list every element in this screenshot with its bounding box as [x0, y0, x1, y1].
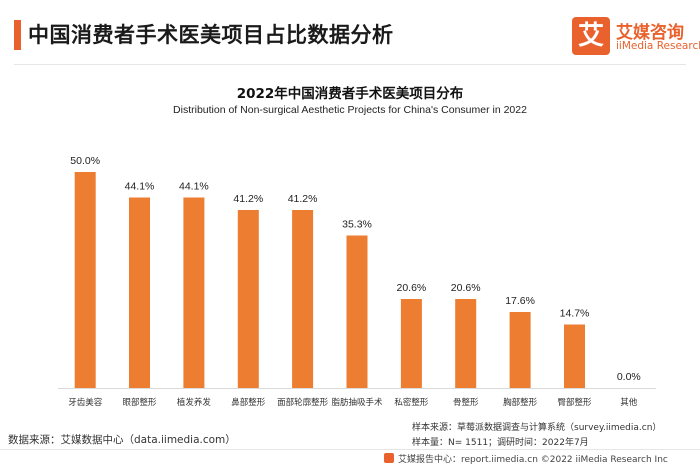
- x-tick-label-9: 臀部整形: [557, 397, 592, 408]
- bar-0: [74, 172, 96, 388]
- x-tick-label-8: 胸部整形: [503, 397, 538, 408]
- data-label-2: 44.1%: [179, 181, 209, 193]
- bar-6: [400, 299, 422, 388]
- data-label-3: 41.2%: [233, 193, 263, 205]
- bar-1: [129, 197, 150, 388]
- sample-info: 样本量：N= 1511；调研时间：2022年7月: [412, 438, 589, 448]
- header-divider: [14, 64, 686, 65]
- bar-2: [183, 197, 205, 388]
- data-label-6: 20.6%: [397, 282, 427, 294]
- bar-8: [509, 312, 531, 388]
- sample-source: 样本来源：草莓派数据调查与计算系统（survey.iimedia.cn）: [412, 423, 662, 433]
- bar-7: [455, 299, 477, 388]
- bar-5: [346, 235, 368, 388]
- report-center-icon: [384, 453, 394, 463]
- data-label-9: 14.7%: [560, 308, 590, 320]
- brand-logo: 艾 艾媒咨询 iiMedia Research: [572, 17, 700, 57]
- logo-name-en: iiMedia Research: [616, 40, 700, 52]
- logo-name-cn: 艾媒咨询: [616, 23, 684, 43]
- data-label-7: 20.6%: [451, 282, 481, 294]
- data-label-5: 35.3%: [342, 219, 372, 231]
- bar-9: [564, 324, 585, 388]
- footer: 艾媒报告中心：report.iimedia.cn ©2022 iiMedia R…: [384, 452, 668, 465]
- data-label-1: 44.1%: [125, 181, 155, 193]
- logo-mark-icon: 艾: [572, 17, 610, 55]
- x-tick-label-7: 骨整形: [453, 397, 479, 408]
- title-accent-bar: [14, 20, 21, 50]
- bar-3: [237, 210, 259, 388]
- x-tick-label-6: 私密整形: [394, 397, 429, 408]
- x-tick-label-3: 鼻部整形: [231, 397, 266, 408]
- x-tick-label-10: 其他: [620, 397, 638, 408]
- data-source: 数据来源：艾媒数据中心（data.iimedia.com）: [8, 434, 236, 446]
- chart-subtitle: Distribution of Non-surgical Aesthetic P…: [173, 104, 527, 116]
- data-label-8: 17.6%: [505, 295, 535, 307]
- x-tick-label-0: 牙齿美容: [68, 397, 103, 408]
- x-tick-label-2: 植发养发: [177, 397, 212, 408]
- footer-divider: [0, 449, 700, 450]
- x-tick-label-1: 眼部整形: [122, 397, 157, 408]
- page-title: 中国消费者手术医美项目占比数据分析: [28, 23, 394, 47]
- data-label-0: 50.0%: [70, 155, 100, 167]
- bar-4: [292, 210, 314, 388]
- x-tick-label-4: 面部轮廓整形: [277, 397, 329, 408]
- x-tick-label-5: 脂肪抽吸手术: [331, 397, 383, 408]
- data-label-4: 41.2%: [288, 193, 318, 205]
- report-site: 艾媒报告中心：report.iimedia.cn ©2022 iiMedia R…: [398, 455, 668, 465]
- chart-title: 2022年中国消费者手术医美项目分布: [236, 86, 464, 102]
- data-label-10: 0.0%: [617, 371, 641, 383]
